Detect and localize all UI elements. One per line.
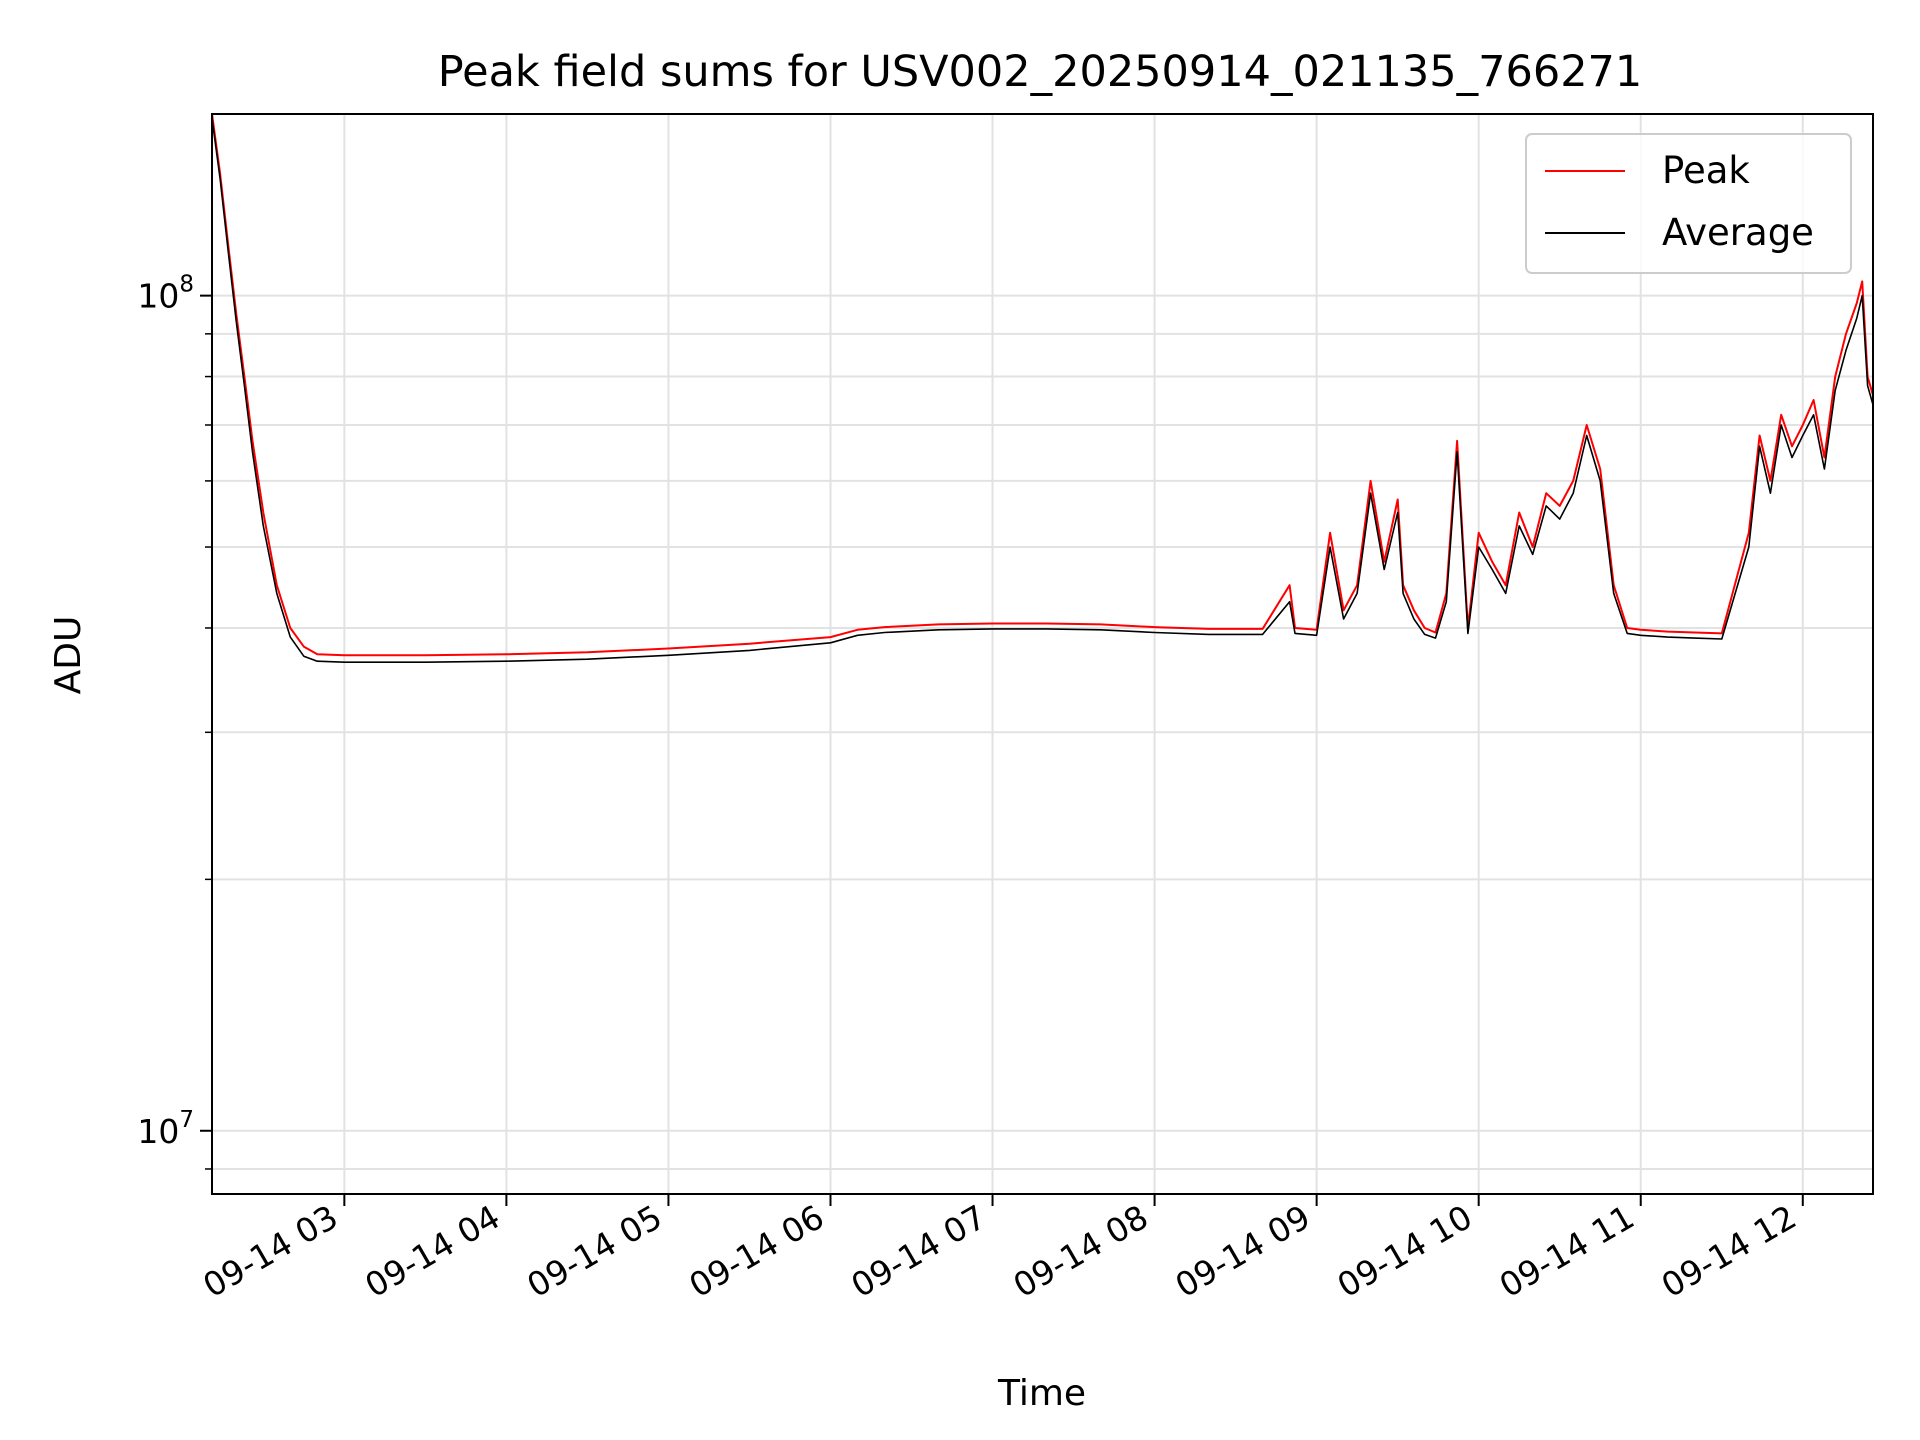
y-tick-label: 107 [137, 1107, 194, 1151]
y-tick-exponent: 8 [179, 272, 194, 298]
y-tick-base: 10 [137, 1112, 179, 1151]
y-tick-exponent: 7 [179, 1107, 194, 1133]
legend-frame [1525, 133, 1852, 274]
legend-label-peak: Peak [1662, 149, 1750, 192]
legend: Peak Average [1525, 133, 1852, 274]
y-tick-label: 108 [137, 272, 194, 316]
legend-label-average: Average [1662, 211, 1814, 254]
series-group [211, 113, 1874, 664]
x-axis-label: Time [997, 1373, 1086, 1414]
plot-area-frame [211, 113, 1874, 1195]
chart-title: Peak field sums for USV002_20250914_0211… [438, 47, 1643, 97]
y-axis-label: ADU [48, 616, 89, 695]
series-line-average [211, 118, 1874, 664]
grid [212, 114, 1873, 1194]
y-tick-base: 10 [137, 277, 179, 316]
